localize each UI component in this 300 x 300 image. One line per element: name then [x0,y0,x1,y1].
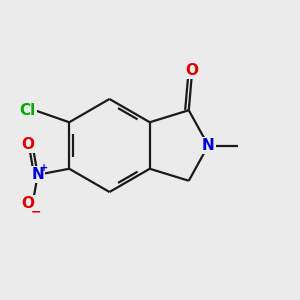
Text: N: N [32,167,44,182]
Text: O: O [21,196,34,211]
Text: N: N [202,138,214,153]
Text: Cl: Cl [19,103,35,118]
Text: +: + [40,163,48,173]
Text: −: − [30,205,41,218]
Text: O: O [185,63,198,78]
Text: O: O [21,137,34,152]
